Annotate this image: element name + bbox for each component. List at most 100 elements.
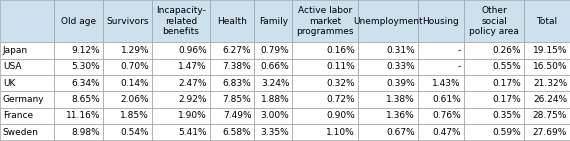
Text: 26.24%: 26.24% bbox=[533, 95, 567, 104]
FancyBboxPatch shape bbox=[254, 42, 292, 59]
FancyBboxPatch shape bbox=[210, 42, 254, 59]
Text: 5.30%: 5.30% bbox=[71, 62, 100, 71]
FancyBboxPatch shape bbox=[103, 124, 152, 140]
FancyBboxPatch shape bbox=[152, 42, 210, 59]
Text: 1.47%: 1.47% bbox=[178, 62, 207, 71]
FancyBboxPatch shape bbox=[464, 0, 524, 42]
Text: 0.11%: 0.11% bbox=[326, 62, 355, 71]
FancyBboxPatch shape bbox=[418, 91, 464, 108]
Text: 1.85%: 1.85% bbox=[120, 111, 149, 120]
FancyBboxPatch shape bbox=[0, 59, 54, 75]
Text: 0.76%: 0.76% bbox=[432, 111, 461, 120]
FancyBboxPatch shape bbox=[103, 75, 152, 91]
FancyBboxPatch shape bbox=[152, 0, 210, 42]
Text: 8.98%: 8.98% bbox=[71, 128, 100, 137]
Text: 0.79%: 0.79% bbox=[260, 46, 290, 55]
Text: 7.85%: 7.85% bbox=[223, 95, 251, 104]
Text: Health: Health bbox=[217, 17, 247, 26]
FancyBboxPatch shape bbox=[54, 75, 103, 91]
FancyBboxPatch shape bbox=[358, 42, 418, 59]
FancyBboxPatch shape bbox=[524, 124, 570, 140]
FancyBboxPatch shape bbox=[152, 59, 210, 75]
Text: 6.83%: 6.83% bbox=[223, 79, 251, 88]
FancyBboxPatch shape bbox=[210, 108, 254, 124]
FancyBboxPatch shape bbox=[152, 108, 210, 124]
FancyBboxPatch shape bbox=[524, 42, 570, 59]
FancyBboxPatch shape bbox=[54, 59, 103, 75]
FancyBboxPatch shape bbox=[524, 91, 570, 108]
FancyBboxPatch shape bbox=[418, 42, 464, 59]
Text: 0.70%: 0.70% bbox=[120, 62, 149, 71]
FancyBboxPatch shape bbox=[103, 59, 152, 75]
FancyBboxPatch shape bbox=[358, 124, 418, 140]
Text: Total: Total bbox=[536, 17, 557, 26]
FancyBboxPatch shape bbox=[254, 91, 292, 108]
FancyBboxPatch shape bbox=[152, 91, 210, 108]
Text: 0.26%: 0.26% bbox=[492, 46, 522, 55]
Text: 7.38%: 7.38% bbox=[223, 62, 251, 71]
Text: Sweden: Sweden bbox=[3, 128, 39, 137]
FancyBboxPatch shape bbox=[524, 59, 570, 75]
Text: 0.67%: 0.67% bbox=[386, 128, 415, 137]
Text: UK: UK bbox=[3, 79, 15, 88]
Text: 1.38%: 1.38% bbox=[386, 95, 415, 104]
Text: France: France bbox=[3, 111, 33, 120]
Text: 1.36%: 1.36% bbox=[386, 111, 415, 120]
Text: 0.16%: 0.16% bbox=[326, 46, 355, 55]
Text: 3.35%: 3.35% bbox=[260, 128, 290, 137]
Text: Other
social
policy area: Other social policy area bbox=[469, 6, 519, 36]
Text: 27.69%: 27.69% bbox=[533, 128, 567, 137]
FancyBboxPatch shape bbox=[358, 59, 418, 75]
Text: 0.32%: 0.32% bbox=[326, 79, 355, 88]
FancyBboxPatch shape bbox=[54, 91, 103, 108]
FancyBboxPatch shape bbox=[464, 124, 524, 140]
FancyBboxPatch shape bbox=[152, 75, 210, 91]
FancyBboxPatch shape bbox=[292, 108, 358, 124]
FancyBboxPatch shape bbox=[210, 124, 254, 140]
Text: 3.00%: 3.00% bbox=[260, 111, 290, 120]
FancyBboxPatch shape bbox=[464, 42, 524, 59]
Text: 0.17%: 0.17% bbox=[492, 79, 522, 88]
Text: -: - bbox=[458, 46, 461, 55]
FancyBboxPatch shape bbox=[292, 59, 358, 75]
FancyBboxPatch shape bbox=[210, 0, 254, 42]
Text: 1.88%: 1.88% bbox=[260, 95, 290, 104]
Text: 1.90%: 1.90% bbox=[178, 111, 207, 120]
FancyBboxPatch shape bbox=[524, 108, 570, 124]
FancyBboxPatch shape bbox=[292, 75, 358, 91]
FancyBboxPatch shape bbox=[0, 75, 54, 91]
Text: 2.47%: 2.47% bbox=[178, 79, 207, 88]
Text: 2.06%: 2.06% bbox=[120, 95, 149, 104]
Text: 0.59%: 0.59% bbox=[492, 128, 522, 137]
Text: 11.16%: 11.16% bbox=[66, 111, 100, 120]
FancyBboxPatch shape bbox=[292, 91, 358, 108]
Text: 6.58%: 6.58% bbox=[223, 128, 251, 137]
FancyBboxPatch shape bbox=[254, 59, 292, 75]
Text: 0.39%: 0.39% bbox=[386, 79, 415, 88]
Text: 28.75%: 28.75% bbox=[533, 111, 567, 120]
Text: Old age: Old age bbox=[61, 17, 96, 26]
FancyBboxPatch shape bbox=[524, 75, 570, 91]
FancyBboxPatch shape bbox=[54, 124, 103, 140]
FancyBboxPatch shape bbox=[0, 0, 54, 42]
Text: Germany: Germany bbox=[3, 95, 44, 104]
Text: 1.10%: 1.10% bbox=[326, 128, 355, 137]
Text: 0.47%: 0.47% bbox=[433, 128, 461, 137]
Text: 0.61%: 0.61% bbox=[432, 95, 461, 104]
Text: 1.29%: 1.29% bbox=[120, 46, 149, 55]
Text: 19.15%: 19.15% bbox=[532, 46, 567, 55]
FancyBboxPatch shape bbox=[103, 42, 152, 59]
Text: 6.34%: 6.34% bbox=[71, 79, 100, 88]
FancyBboxPatch shape bbox=[464, 59, 524, 75]
Text: Survivors: Survivors bbox=[106, 17, 149, 26]
FancyBboxPatch shape bbox=[0, 42, 54, 59]
Text: 0.96%: 0.96% bbox=[178, 46, 207, 55]
Text: 21.32%: 21.32% bbox=[533, 79, 567, 88]
FancyBboxPatch shape bbox=[210, 91, 254, 108]
FancyBboxPatch shape bbox=[103, 91, 152, 108]
FancyBboxPatch shape bbox=[54, 0, 103, 42]
FancyBboxPatch shape bbox=[292, 42, 358, 59]
Text: Incapacity-
related
benefits: Incapacity- related benefits bbox=[156, 6, 206, 36]
FancyBboxPatch shape bbox=[418, 0, 464, 42]
Text: 0.31%: 0.31% bbox=[386, 46, 415, 55]
